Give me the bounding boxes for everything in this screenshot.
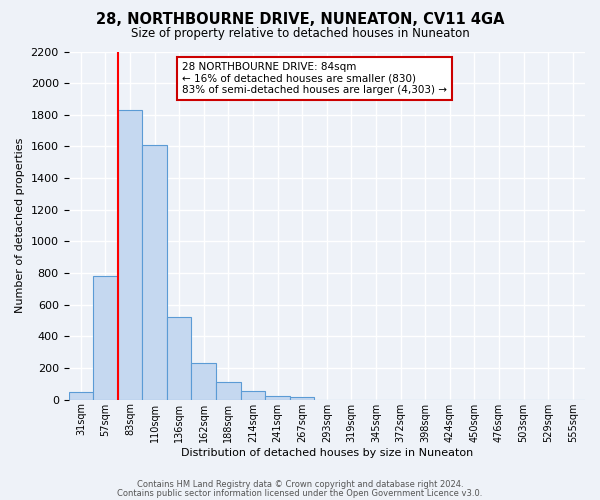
Bar [241,391,265,400]
Bar [93,276,118,400]
Y-axis label: Number of detached properties: Number of detached properties [15,138,25,314]
Text: Contains public sector information licensed under the Open Government Licence v3: Contains public sector information licen… [118,489,482,498]
Bar [142,145,167,400]
Bar [118,110,142,400]
Bar [216,382,241,400]
Bar [191,364,216,400]
Text: 28 NORTHBOURNE DRIVE: 84sqm
← 16% of detached houses are smaller (830)
83% of se: 28 NORTHBOURNE DRIVE: 84sqm ← 16% of det… [182,62,447,95]
Text: 28, NORTHBOURNE DRIVE, NUNEATON, CV11 4GA: 28, NORTHBOURNE DRIVE, NUNEATON, CV11 4G… [96,12,504,28]
Bar [167,318,191,400]
X-axis label: Distribution of detached houses by size in Nuneaton: Distribution of detached houses by size … [181,448,473,458]
Text: Size of property relative to detached houses in Nuneaton: Size of property relative to detached ho… [131,28,469,40]
Bar [68,392,93,400]
Text: Contains HM Land Registry data © Crown copyright and database right 2024.: Contains HM Land Registry data © Crown c… [137,480,463,489]
Bar [265,396,290,400]
Bar [290,396,314,400]
